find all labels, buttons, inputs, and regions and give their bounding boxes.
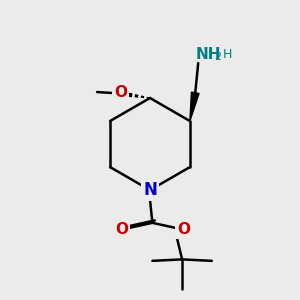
Text: O: O <box>114 85 127 100</box>
Polygon shape <box>190 92 199 121</box>
Text: 2: 2 <box>214 52 221 61</box>
Text: NH: NH <box>196 47 221 62</box>
Text: H: H <box>223 48 232 61</box>
Text: O: O <box>115 222 128 237</box>
Text: O: O <box>177 222 190 237</box>
Text: N: N <box>143 181 157 199</box>
